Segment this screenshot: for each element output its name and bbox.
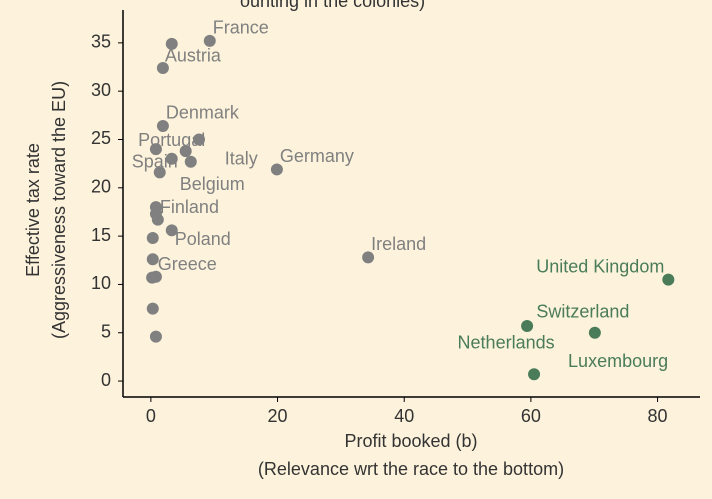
- point: [149, 143, 162, 156]
- point-label: Greece: [158, 254, 217, 274]
- x-tick-label: 0: [146, 406, 156, 426]
- point: [151, 213, 164, 226]
- point: [270, 163, 283, 176]
- point-label: Germany: [280, 146, 354, 166]
- point: [528, 368, 541, 381]
- point: [203, 34, 216, 47]
- point: [149, 330, 162, 343]
- point-label: Denmark: [166, 103, 240, 123]
- y-axis-label: Effective tax rate: [23, 143, 43, 277]
- x-axis-label: (Relevance wrt the race to the bottom): [258, 459, 564, 479]
- point: [156, 119, 169, 132]
- point: [146, 302, 159, 315]
- point-label: Finland: [160, 197, 219, 217]
- point: [179, 145, 192, 158]
- point-label: Poland: [175, 229, 231, 249]
- point: [165, 152, 178, 165]
- y-tick-label: 5: [101, 321, 111, 341]
- point: [521, 319, 534, 332]
- point: [149, 270, 162, 283]
- chart-title: ounting in the colonies): [240, 0, 425, 11]
- point: [193, 133, 206, 146]
- point-label: Ireland: [371, 234, 426, 254]
- y-tick-label: 15: [91, 225, 111, 245]
- point-label: Switzerland: [536, 301, 629, 321]
- y-tick-label: 10: [91, 273, 111, 293]
- x-axis-label: Profit booked (b): [344, 431, 477, 451]
- point-label: France: [213, 18, 269, 38]
- point: [146, 253, 159, 266]
- point-label: United Kingdom: [536, 256, 664, 276]
- point: [184, 155, 197, 168]
- point-label: Spain: [132, 152, 178, 172]
- point: [165, 37, 178, 50]
- y-tick-label: 30: [91, 80, 111, 100]
- y-tick-label: 25: [91, 128, 111, 148]
- point-label: Luxembourg: [568, 351, 668, 371]
- point-label: Italy: [225, 148, 258, 168]
- y-tick-label: 0: [101, 370, 111, 390]
- point: [662, 273, 675, 286]
- x-tick-label: 40: [394, 406, 414, 426]
- point: [146, 232, 159, 245]
- point-label: Austria: [165, 46, 222, 66]
- y-tick-label: 20: [91, 177, 111, 197]
- point-label: Netherlands: [458, 333, 555, 353]
- point: [165, 224, 178, 237]
- x-tick-label: 80: [648, 406, 668, 426]
- y-axis-label: (Aggressiveness toward the EU): [49, 81, 69, 339]
- y-tick-label: 35: [91, 32, 111, 52]
- point: [156, 61, 169, 74]
- x-tick-label: 20: [268, 406, 288, 426]
- point: [153, 166, 166, 179]
- point: [362, 251, 375, 264]
- x-tick-label: 60: [521, 406, 541, 426]
- point-label: Belgium: [180, 174, 245, 194]
- point: [588, 326, 601, 339]
